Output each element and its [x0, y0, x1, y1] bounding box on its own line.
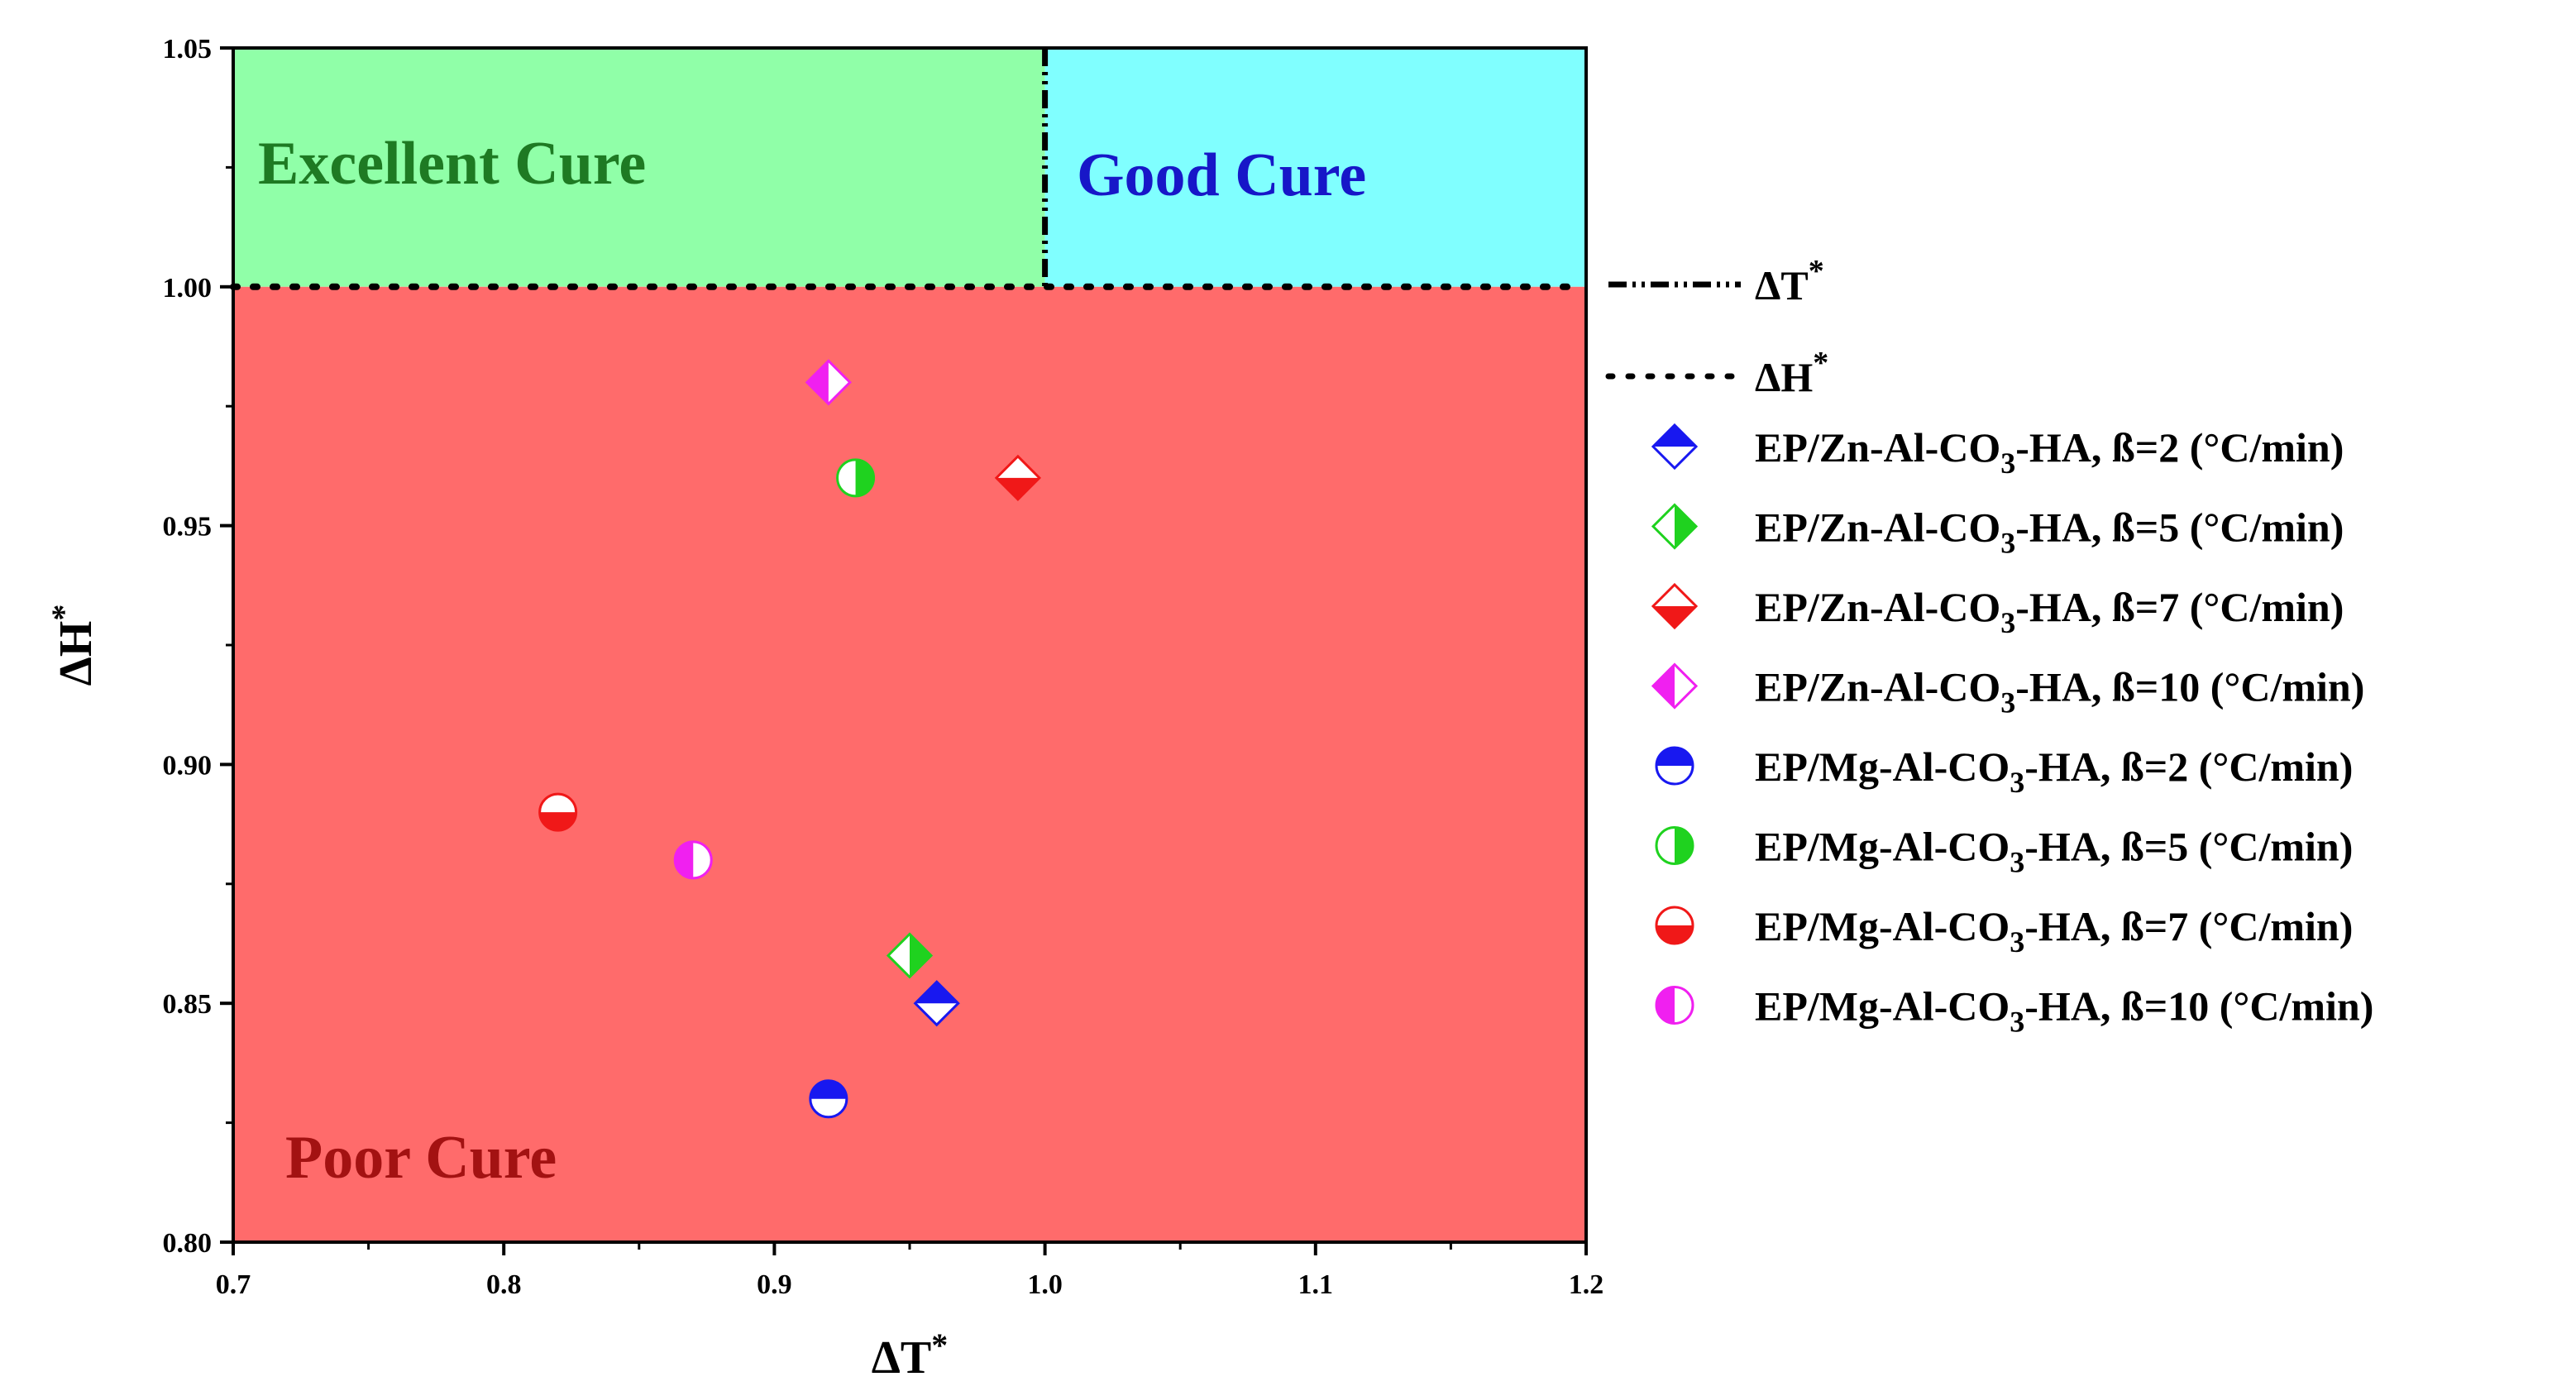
x-tick-label: 0.9 [757, 1269, 792, 1300]
legend-marker-zn2 [1651, 423, 1699, 471]
marker-fill [915, 982, 958, 1004]
legend-marker-mg10 [1655, 986, 1694, 1025]
marker-fill [1656, 987, 1675, 1024]
marker-fill [855, 459, 874, 496]
data-points [538, 359, 1042, 1119]
y-tick-label: 0.90 [163, 750, 213, 781]
axis-titles: ΔT* ΔH* [45, 605, 948, 1384]
data-point-mg2 [809, 1079, 848, 1119]
data-point-mg5 [836, 458, 876, 498]
legend-marker-mg2 [1655, 746, 1694, 786]
marker-fill [996, 477, 1039, 500]
legend-marker-zn5 [1651, 503, 1699, 550]
legend-marker-zn7 [1651, 582, 1699, 630]
marker-fill [1653, 664, 1675, 708]
y-tick-label: 0.95 [163, 512, 213, 543]
y-axis-title: ΔH* [45, 605, 102, 686]
legend-label-mg5: EP/Mg-Al-CO3-HA, ß=5 (°C/min) [1755, 824, 2353, 879]
region-good [1044, 48, 1586, 287]
marker-fill [1656, 925, 1693, 944]
y-tick-label: 1.00 [163, 273, 213, 304]
data-point-zn2 [913, 980, 960, 1027]
legend-label-delta-h: ΔH* [1755, 346, 1828, 400]
x-axis-title: ΔT* [872, 1326, 948, 1384]
x-tick-label: 1.0 [1027, 1269, 1063, 1300]
legend-label-zn5: EP/Zn-Al-CO3-HA, ß=5 (°C/min) [1755, 504, 2344, 560]
cure-regions [233, 48, 1586, 1242]
y-tick-label: 0.85 [163, 989, 213, 1020]
reference-lines [230, 48, 1570, 290]
y-tick-label: 0.80 [163, 1228, 213, 1259]
marker-fill [810, 1080, 847, 1099]
marker-fill [675, 841, 694, 878]
legend-label-zn2: EP/Zn-Al-CO3-HA, ß=2 (°C/min) [1755, 424, 2344, 480]
x-axis-ticks: 0.7 0.8 0.9 1.0 1.1 1.2 [216, 1242, 1604, 1300]
legend-marker-zn10 [1651, 662, 1699, 710]
region-label-excellent: Excellent Cure [258, 130, 646, 198]
legend-marker-mg7 [1655, 906, 1694, 945]
legend-marker-mg5 [1655, 826, 1694, 865]
data-point-mg7 [538, 792, 578, 832]
y-axis-ticks: 0.80 0.85 0.90 0.95 1.00 1.05 [163, 34, 233, 1259]
data-point-mg10 [673, 840, 713, 880]
x-tick-label: 1.1 [1298, 1269, 1334, 1300]
region-poor [233, 286, 1586, 1242]
marker-fill [1675, 504, 1696, 548]
x-tick-label: 0.7 [216, 1269, 251, 1300]
x-tick-label: 1.2 [1569, 1269, 1604, 1300]
legend-label-mg7: EP/Mg-Al-CO3-HA, ß=7 (°C/min) [1755, 903, 2353, 958]
region-labels: Excellent Cure Good Cure Poor Cure [258, 130, 1366, 1192]
legend: ΔT* ΔH* EP/Zn-Al-CO3-HA, ß=2 (°C/min) EP/Zn… [1605, 254, 2373, 1039]
legend-label-zn7: EP/Zn-Al-CO3-HA, ß=7 (°C/min) [1755, 584, 2344, 639]
legend-label-mg2: EP/Mg-Al-CO3-HA, ß=2 (°C/min) [1755, 743, 2353, 799]
legend-label-delta-t: ΔT* [1755, 254, 1824, 308]
region-excellent [233, 48, 1045, 287]
marker-fill [1653, 425, 1696, 447]
legend-label-zn10: EP/Zn-Al-CO3-HA, ß=10 (°C/min) [1755, 664, 2364, 719]
data-point-zn10 [805, 359, 852, 406]
marker-fill [910, 934, 931, 978]
x-tick-label: 0.8 [486, 1269, 522, 1300]
region-label-good: Good Cure [1077, 141, 1366, 209]
region-label-poor: Poor Cure [285, 1124, 557, 1192]
marker-fill [1656, 748, 1693, 766]
data-point-zn5 [886, 932, 934, 979]
marker-fill [806, 361, 829, 404]
marker-fill [1675, 827, 1693, 864]
marker-fill [1653, 606, 1696, 628]
data-point-zn7 [994, 454, 1042, 501]
marker-fill [539, 812, 576, 831]
legend-label-mg10: EP/Mg-Al-CO3-HA, ß=10 (°C/min) [1755, 983, 2373, 1039]
y-tick-label: 1.05 [163, 34, 213, 65]
